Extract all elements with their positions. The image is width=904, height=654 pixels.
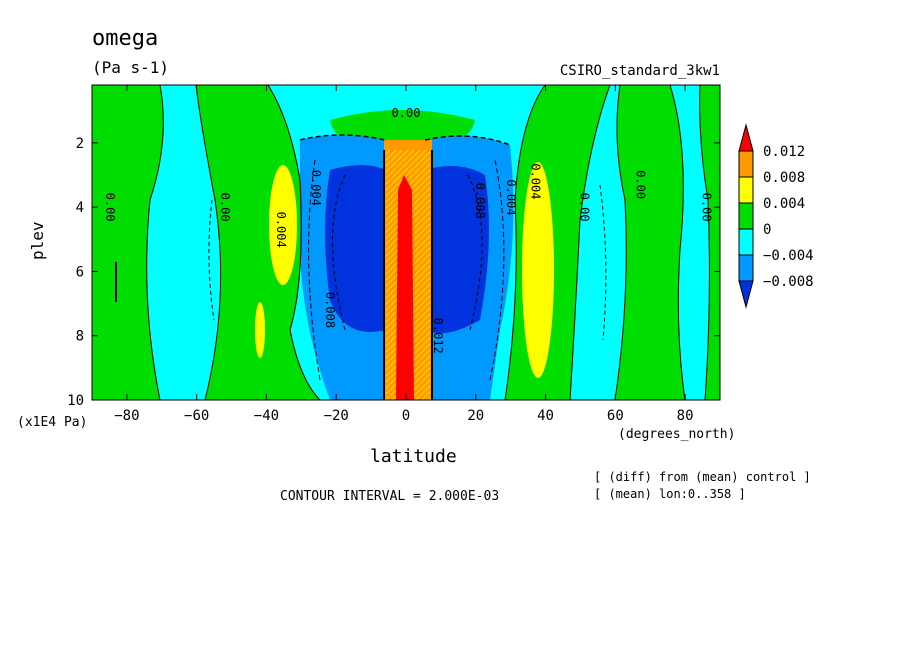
contour-fill-yellow-sh (269, 165, 297, 285)
contour-label: 0.00 (218, 193, 232, 222)
x-tick-label: −60 (184, 408, 209, 424)
y-tick-label: 6 (76, 264, 84, 280)
contour-label: 0.004 (529, 163, 543, 199)
contour-lines (115, 85, 710, 400)
contour-interval-note: CONTOUR INTERVAL = 2.000E-03 (280, 489, 500, 504)
x-tick-label: −20 (324, 408, 349, 424)
mean-note: [ (mean) lon:0..358 ] (594, 487, 746, 501)
contour-fill-yellow-sh-low (255, 302, 265, 358)
x-tick-label: 40 (537, 408, 554, 424)
contour-label: 0.004 (274, 212, 288, 248)
contour-fill-yellow-nh (522, 162, 554, 378)
contour-fill-green-sh-pole (92, 85, 164, 400)
x-tick-label: 0 (402, 408, 410, 424)
contour-fill-green-sh-mid (196, 85, 320, 400)
plot-area (92, 85, 720, 400)
y-tick-label: 2 (76, 136, 84, 152)
y-tick-label: 8 (76, 329, 84, 345)
contour-label: 0.008 (323, 292, 337, 328)
x-tick-label: 80 (677, 408, 694, 424)
legend-label: −0.008 (763, 274, 814, 290)
contour-label: 0.008 (473, 183, 487, 219)
dataset-label: CSIRO_standard_3kw1 (559, 63, 720, 79)
x-tick-label: −80 (114, 408, 139, 424)
x-axis-ticks: −80 −60 −40 −20 0 20 40 60 80 (114, 85, 694, 424)
legend-swatch (738, 176, 754, 204)
contour-fill-red-core (396, 175, 414, 400)
y-axis-units: (x1E4 Pa) (17, 415, 88, 430)
y-tick-label: 10 (67, 393, 84, 409)
contour-label: 0.004 (309, 170, 323, 206)
legend-label: 0 (763, 222, 771, 238)
contour-label: 0.012 (431, 318, 445, 354)
contour-fill-darkblue-sh (325, 165, 385, 332)
contour-label: 0.00 (103, 193, 117, 222)
contour-label: 0.00 (392, 106, 421, 120)
contour-fill-green-nh-high (615, 85, 685, 400)
color-legend: 0.012 0.008 0.004 0 −0.004 −0.008 (738, 123, 814, 309)
legend-swatch (738, 228, 754, 256)
contour-label: 0.00 (700, 193, 714, 222)
chart-units: (Pa s-1) (92, 58, 170, 77)
legend-label: 0.008 (763, 170, 805, 186)
chart-title: omega (92, 26, 159, 51)
contour-label: 0.00 (633, 170, 647, 199)
contour-fill-darkblue-nh (425, 166, 489, 334)
legend-label: 0.012 (763, 144, 805, 160)
x-tick-label: −40 (254, 408, 279, 424)
contour-label: 0.00 (577, 193, 591, 222)
y-axis-label: plev (28, 221, 47, 260)
legend-swatch (738, 254, 754, 282)
diff-note: [ (diff) from (mean) control ] (594, 470, 811, 484)
legend-label: 0.004 (763, 196, 805, 212)
x-axis-units: (degrees_north) (618, 427, 736, 442)
contour-label: 0.004 (504, 179, 518, 215)
legend-swatch-top (738, 123, 754, 152)
y-tick-label: 4 (76, 200, 84, 216)
contour-labels: 0.00 0.00 0.00 0.004 0.004 0.008 0.012 0.008 0.0… (103, 106, 714, 354)
legend-swatch-bottom (738, 280, 754, 309)
x-axis-label: latitude (370, 446, 457, 467)
legend-label: −0.004 (763, 248, 814, 264)
x-tick-label: 60 (607, 408, 624, 424)
x-tick-label: 20 (467, 408, 484, 424)
legend-swatch (738, 150, 754, 178)
legend-swatch (738, 202, 754, 230)
contour-fill-green-nh-pole (699, 85, 720, 400)
y-axis-ticks: 2 4 6 8 10 (67, 136, 720, 409)
